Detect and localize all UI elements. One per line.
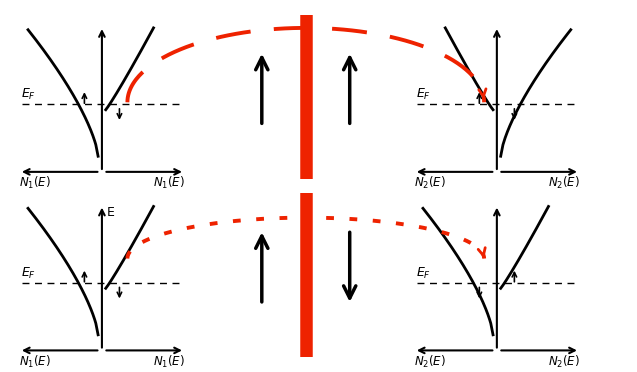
Text: $E_F$: $E_F$: [20, 266, 36, 281]
Text: $E_F$: $E_F$: [415, 87, 431, 102]
Text: $N_2(E)$: $N_2(E)$: [414, 175, 446, 191]
Text: $E_F$: $E_F$: [20, 87, 36, 102]
Text: $N_1(E)$: $N_1(E)$: [19, 175, 51, 191]
Text: $E_F$: $E_F$: [415, 266, 431, 281]
Text: $N_2(E)$: $N_2(E)$: [548, 175, 580, 191]
Text: E: E: [107, 206, 115, 219]
Text: $N_2(E)$: $N_2(E)$: [414, 354, 446, 370]
Text: $N_1(E)$: $N_1(E)$: [153, 175, 185, 191]
Text: $N_1(E)$: $N_1(E)$: [153, 354, 185, 370]
Text: $N_1(E)$: $N_1(E)$: [19, 354, 51, 370]
Text: $N_2(E)$: $N_2(E)$: [548, 354, 580, 370]
